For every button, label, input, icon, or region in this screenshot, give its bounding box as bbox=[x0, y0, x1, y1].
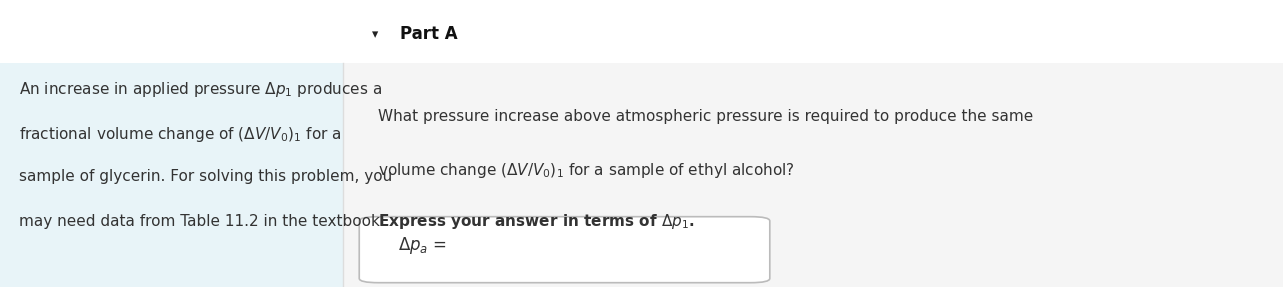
Text: An increase in applied pressure $\Delta p_1$ produces a: An increase in applied pressure $\Delta … bbox=[19, 80, 382, 99]
Text: volume change $(\Delta V/V_0)_1$ for a sample of ethyl alcohol?: volume change $(\Delta V/V_0)_1$ for a s… bbox=[378, 161, 795, 180]
Text: sample of glycerin. For solving this problem, you: sample of glycerin. For solving this pro… bbox=[19, 169, 393, 184]
Text: ▾: ▾ bbox=[372, 28, 378, 41]
Text: Express your answer in terms of $\Delta p_1$.: Express your answer in terms of $\Delta … bbox=[378, 212, 695, 231]
FancyBboxPatch shape bbox=[359, 217, 770, 283]
FancyBboxPatch shape bbox=[0, 0, 1283, 63]
Text: Part A: Part A bbox=[400, 26, 458, 43]
Text: may need data from Table 11.2 in the textbook.: may need data from Table 11.2 in the tex… bbox=[19, 214, 385, 229]
Text: What pressure increase above atmospheric pressure is required to produce the sam: What pressure increase above atmospheric… bbox=[378, 109, 1034, 124]
FancyBboxPatch shape bbox=[0, 63, 343, 287]
Text: fractional volume change of $(\Delta V/V_0)_1$ for a: fractional volume change of $(\Delta V/V… bbox=[19, 125, 341, 144]
Text: $\Delta p_a$ =: $\Delta p_a$ = bbox=[398, 235, 446, 256]
